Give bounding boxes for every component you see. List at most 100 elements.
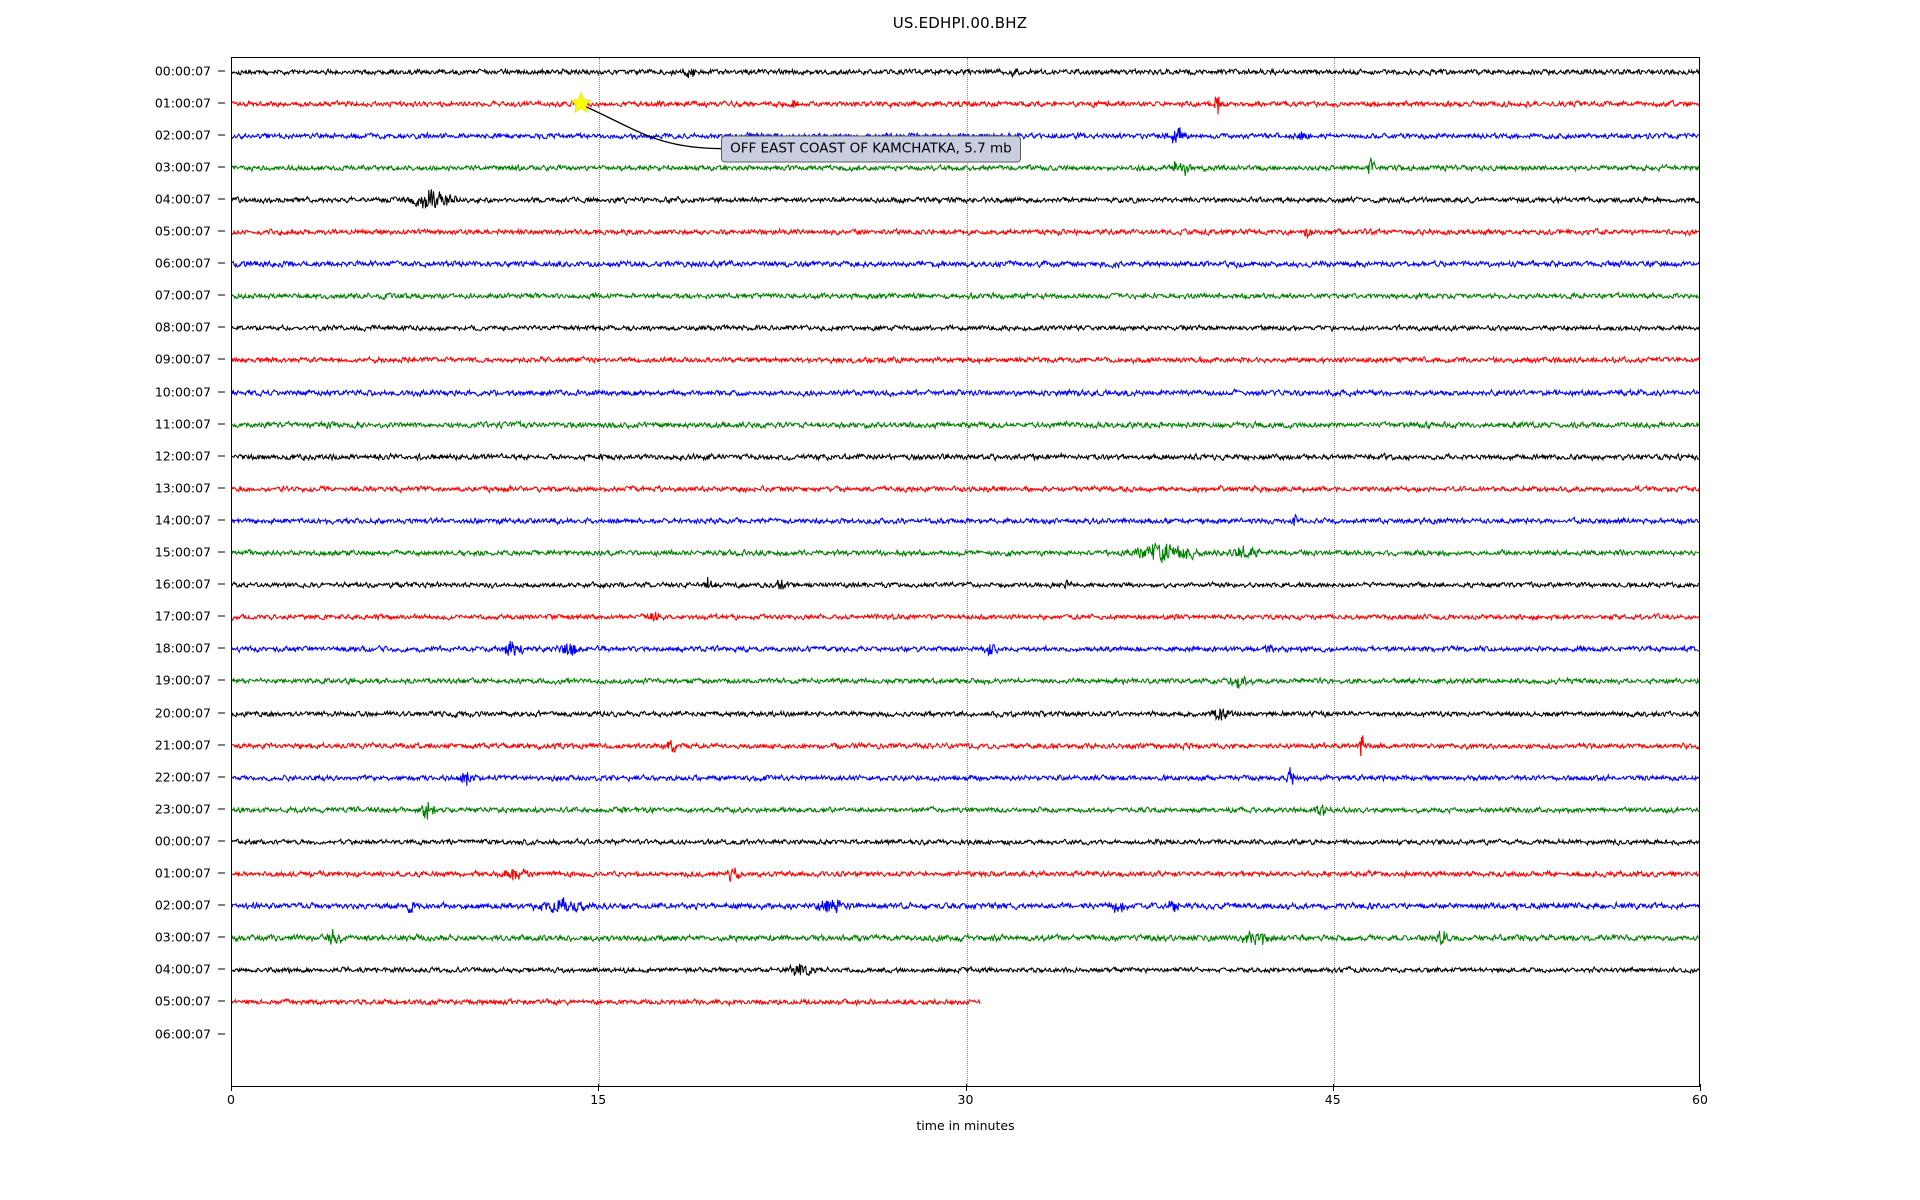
trace-path bbox=[232, 929, 1699, 946]
y-tick-mark bbox=[218, 968, 225, 970]
seismic-trace bbox=[232, 734, 1699, 756]
seismic-trace bbox=[232, 387, 1699, 398]
y-tick-label: 03:00:07 bbox=[154, 929, 211, 945]
seismic-trace bbox=[232, 484, 1699, 494]
seismic-trace bbox=[232, 513, 1699, 526]
y-tick-label: 16:00:07 bbox=[154, 576, 211, 592]
seismic-trace bbox=[232, 1012, 1699, 1058]
trace-path bbox=[232, 189, 1699, 209]
trace-path bbox=[232, 577, 1699, 591]
y-tick-mark bbox=[218, 134, 225, 136]
seismic-trace bbox=[232, 291, 1699, 301]
y-tick-label: 02:00:07 bbox=[154, 127, 211, 143]
seismic-trace bbox=[232, 929, 1699, 946]
seismic-trace bbox=[232, 611, 1699, 622]
seismic-trace bbox=[232, 189, 1699, 209]
trace-path bbox=[232, 997, 981, 1008]
trace-path bbox=[232, 419, 1699, 430]
y-tick-label: 08:00:07 bbox=[154, 319, 211, 335]
gridline-x-30 bbox=[966, 58, 968, 1086]
y-tick-label: 06:00:07 bbox=[154, 255, 211, 271]
y-tick-label: 09:00:07 bbox=[154, 351, 211, 367]
trace-path bbox=[232, 156, 1699, 176]
y-tick-label: 20:00:07 bbox=[154, 705, 211, 720]
seismic-trace bbox=[232, 997, 981, 1008]
seismic-trace bbox=[232, 837, 1699, 847]
seismic-trace bbox=[232, 641, 1699, 658]
y-tick-mark bbox=[218, 872, 225, 874]
y-tick-label: 17:00:07 bbox=[154, 608, 211, 624]
x-tick-label: 30 bbox=[957, 1092, 974, 1107]
y-tick-mark bbox=[218, 166, 225, 168]
seismic-trace bbox=[232, 766, 1699, 786]
x-tick-label: 45 bbox=[1324, 1092, 1341, 1107]
trace-path bbox=[232, 734, 1699, 756]
y-tick-mark bbox=[218, 230, 225, 232]
trace-path bbox=[232, 675, 1699, 690]
gridline-x-45 bbox=[1333, 58, 1335, 1086]
y-tick-mark bbox=[218, 1033, 225, 1034]
x-tick-label: 60 bbox=[1692, 1092, 1708, 1107]
trace-path bbox=[232, 323, 1699, 333]
y-tick-label: 23:00:07 bbox=[154, 801, 211, 817]
gridline-x-15 bbox=[599, 58, 601, 1086]
x-tick-mark bbox=[1332, 1084, 1334, 1091]
trace-path bbox=[232, 96, 1699, 115]
y-tick-mark bbox=[218, 198, 225, 200]
seismic-trace bbox=[232, 156, 1699, 176]
y-tick-label: 06:00:07 bbox=[154, 1026, 211, 1041]
plot-area bbox=[231, 57, 1700, 1087]
y-tick-mark bbox=[218, 326, 225, 328]
page-title: US.EDHPI.00.BHZ bbox=[892, 14, 1028, 32]
trace-path bbox=[232, 451, 1699, 462]
trace-path bbox=[232, 611, 1699, 622]
y-tick-mark bbox=[218, 615, 225, 617]
seismic-trace bbox=[232, 226, 1699, 239]
x-axis-label: time in minutes bbox=[916, 1118, 1015, 1133]
seismic-trace bbox=[232, 66, 1699, 78]
y-tick-mark bbox=[218, 358, 225, 360]
x-tick-label: 15 bbox=[590, 1092, 607, 1107]
y-tick-label: 21:00:07 bbox=[154, 737, 211, 753]
trace-path bbox=[232, 484, 1699, 494]
y-tick-label: 19:00:07 bbox=[154, 672, 211, 688]
y-tick-mark bbox=[218, 904, 225, 906]
y-tick-label: 05:00:07 bbox=[154, 993, 211, 1009]
seismic-trace bbox=[232, 675, 1699, 690]
trace-path bbox=[232, 226, 1699, 239]
y-tick-mark bbox=[218, 487, 225, 489]
trace-path bbox=[232, 766, 1699, 786]
y-tick-mark bbox=[218, 455, 225, 457]
trace-path bbox=[232, 66, 1699, 78]
trace-path bbox=[232, 355, 1699, 366]
y-tick-mark bbox=[218, 70, 225, 71]
seismic-trace bbox=[232, 801, 1699, 820]
y-tick-label: 01:00:07 bbox=[154, 865, 211, 881]
seismic-trace bbox=[232, 323, 1699, 333]
y-tick-mark bbox=[218, 647, 225, 649]
y-tick-label: 00:00:07 bbox=[154, 833, 211, 849]
y-tick-label: 14:00:07 bbox=[154, 512, 211, 528]
trace-path bbox=[232, 801, 1699, 820]
seismic-trace bbox=[232, 577, 1699, 591]
y-tick-label: 04:00:07 bbox=[154, 961, 211, 977]
seismic-trace bbox=[232, 963, 1699, 977]
trace-path bbox=[232, 542, 1699, 564]
y-tick-mark bbox=[218, 808, 225, 810]
y-tick-mark bbox=[218, 712, 225, 713]
y-tick-label: 10:00:07 bbox=[154, 384, 211, 399]
x-axis-tick-labels: 0 15 30 45 60 bbox=[227, 1084, 1708, 1116]
y-tick-mark bbox=[218, 679, 225, 681]
seismic-trace bbox=[232, 707, 1699, 721]
seismic-trace bbox=[232, 259, 1699, 270]
y-tick-mark bbox=[218, 776, 225, 778]
y-tick-label: 15:00:07 bbox=[154, 544, 211, 560]
x-tick-mark bbox=[231, 1084, 232, 1091]
x-tick-mark bbox=[598, 1084, 600, 1091]
y-tick-mark bbox=[218, 294, 225, 296]
y-tick-mark bbox=[218, 1000, 225, 1002]
seismic-trace bbox=[232, 96, 1699, 115]
seismic-trace bbox=[232, 451, 1699, 462]
y-axis-tick-labels: 00:00:07 01:00:07 02:00:07 03:00:07 04:00:07… bbox=[0, 57, 225, 1087]
